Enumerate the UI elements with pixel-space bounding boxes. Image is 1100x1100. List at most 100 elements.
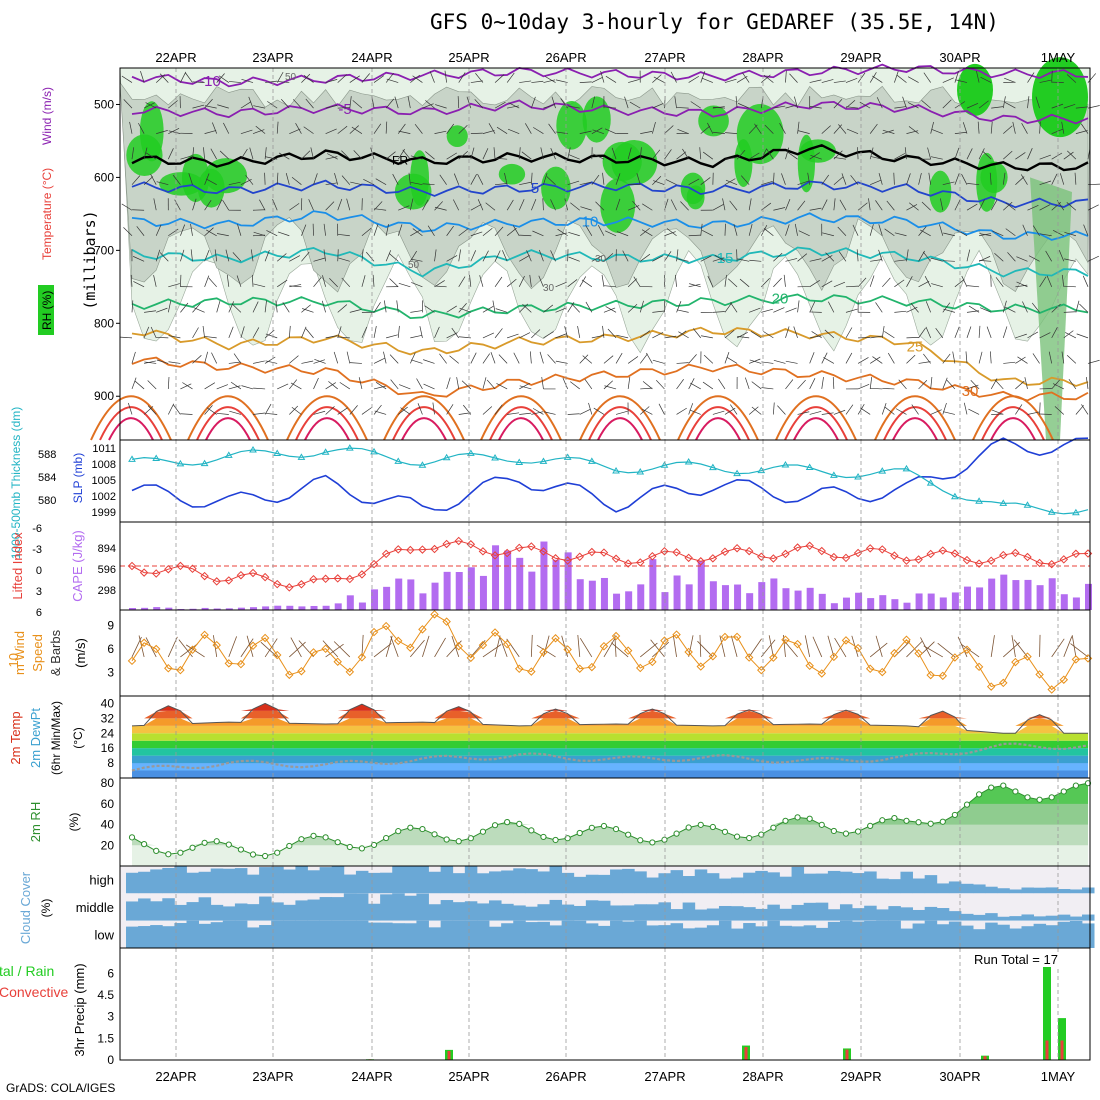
surface-heat-lobe (99, 406, 163, 441)
wind-barb (588, 402, 593, 415)
wind-barb (214, 249, 218, 262)
wind-barb (954, 326, 960, 339)
wind-barb (173, 404, 181, 415)
rh2m-marker (576, 829, 583, 837)
wind-barb (325, 182, 338, 186)
wind-barb (225, 249, 230, 262)
wind-barb (302, 308, 314, 313)
wind-barb (131, 147, 135, 160)
wind-barb (353, 150, 363, 160)
wind-barb (761, 361, 774, 364)
wind-barb (301, 224, 307, 236)
wind-barb (995, 277, 1004, 288)
wind-barb (928, 172, 932, 185)
cloud-bar (452, 873, 466, 894)
surface-heat-lobe (972, 395, 1054, 441)
wind-barb (664, 125, 674, 134)
isotherm-30 (131, 356, 1089, 402)
wind-barb (763, 331, 774, 339)
wind-barb (640, 253, 651, 262)
precip-legend-total: tal / Rain (0, 963, 54, 979)
wind-speed-marker (176, 665, 185, 675)
cloud-bar (767, 872, 780, 894)
wind-barb (922, 251, 931, 262)
wind-barb (1004, 306, 1016, 313)
wind-barb (724, 329, 735, 339)
lifted-index-marker (938, 546, 948, 555)
lifted-ytick: -6 (32, 523, 42, 535)
wind-barb (253, 105, 266, 109)
slp-ytick: 1011 (92, 443, 116, 455)
wind-barb (821, 174, 830, 185)
wind-barb (568, 231, 580, 237)
wind-barb (846, 128, 859, 134)
wind-barb (592, 129, 605, 134)
wind-barb (252, 327, 260, 339)
wind-speed-marker (236, 659, 246, 669)
wind-barb (809, 207, 822, 211)
wind-barb (615, 198, 621, 211)
cloud-bar (126, 872, 139, 894)
wind-barb (809, 152, 820, 160)
isotherm-25 (131, 326, 1089, 387)
wind-speed-marker (248, 641, 258, 651)
cloud-bar (803, 902, 817, 921)
wind-barb (857, 147, 859, 160)
wind-barb (939, 224, 944, 236)
cloud-bar (404, 895, 417, 921)
lifted-index-marker (805, 541, 814, 551)
wind-barb (1075, 106, 1088, 109)
cloud-bar (610, 869, 623, 894)
cloud-bar (416, 920, 429, 948)
wind-barb (385, 72, 394, 83)
wind-barb (1063, 151, 1074, 160)
lifted-ytick: 6 (36, 607, 42, 619)
wind-barb (579, 81, 592, 83)
cloud-bar (960, 913, 974, 921)
wind-barb (223, 122, 230, 134)
rh-blob (736, 104, 784, 165)
lifted-index-marker (200, 571, 209, 581)
wind-barb (477, 173, 484, 185)
temp-band (132, 763, 1088, 771)
wind-barb (361, 275, 366, 287)
wind-barb (133, 256, 145, 262)
wind-barb (906, 173, 911, 185)
cape-bar (189, 608, 197, 610)
wind-barb (603, 355, 614, 364)
cape-bar (842, 597, 850, 610)
wind-barb-10m (1003, 641, 1020, 658)
wind-barb (906, 337, 919, 339)
cloud-bar (779, 876, 792, 894)
wind-ylabel-3: & Barbs (48, 629, 63, 676)
wind-barb (167, 148, 174, 160)
wind-barb (602, 172, 605, 185)
wind-barb (591, 96, 595, 109)
wind-barb (519, 385, 532, 390)
cape-ylabel: CAPE (J/kg) (70, 530, 85, 602)
temp-band (132, 733, 1088, 741)
cloud-bar (162, 926, 175, 948)
wind-barb (748, 224, 753, 236)
wind-barb (571, 303, 581, 313)
wind-barb (616, 334, 629, 339)
cloud-bar (1057, 921, 1071, 948)
wind-barb (821, 280, 833, 288)
cloud-bar (1057, 889, 1071, 894)
wind-barb (138, 122, 145, 134)
lifted-index-marker (1035, 558, 1044, 568)
wind-barb (128, 402, 133, 415)
wind-barb (978, 199, 985, 211)
wind-barb (204, 105, 217, 109)
wind-barb (555, 333, 567, 339)
wind-barb (910, 302, 919, 313)
temp-ytick: 32 (101, 711, 115, 725)
cloud-bar (864, 920, 877, 948)
wind-barb (833, 281, 846, 288)
wind-barb (761, 387, 774, 390)
wind-speed-marker (732, 632, 742, 642)
wind-barb (724, 302, 733, 313)
wind-barb (545, 76, 556, 83)
wind-barb (1081, 404, 1089, 415)
cloud-bar (222, 920, 236, 948)
